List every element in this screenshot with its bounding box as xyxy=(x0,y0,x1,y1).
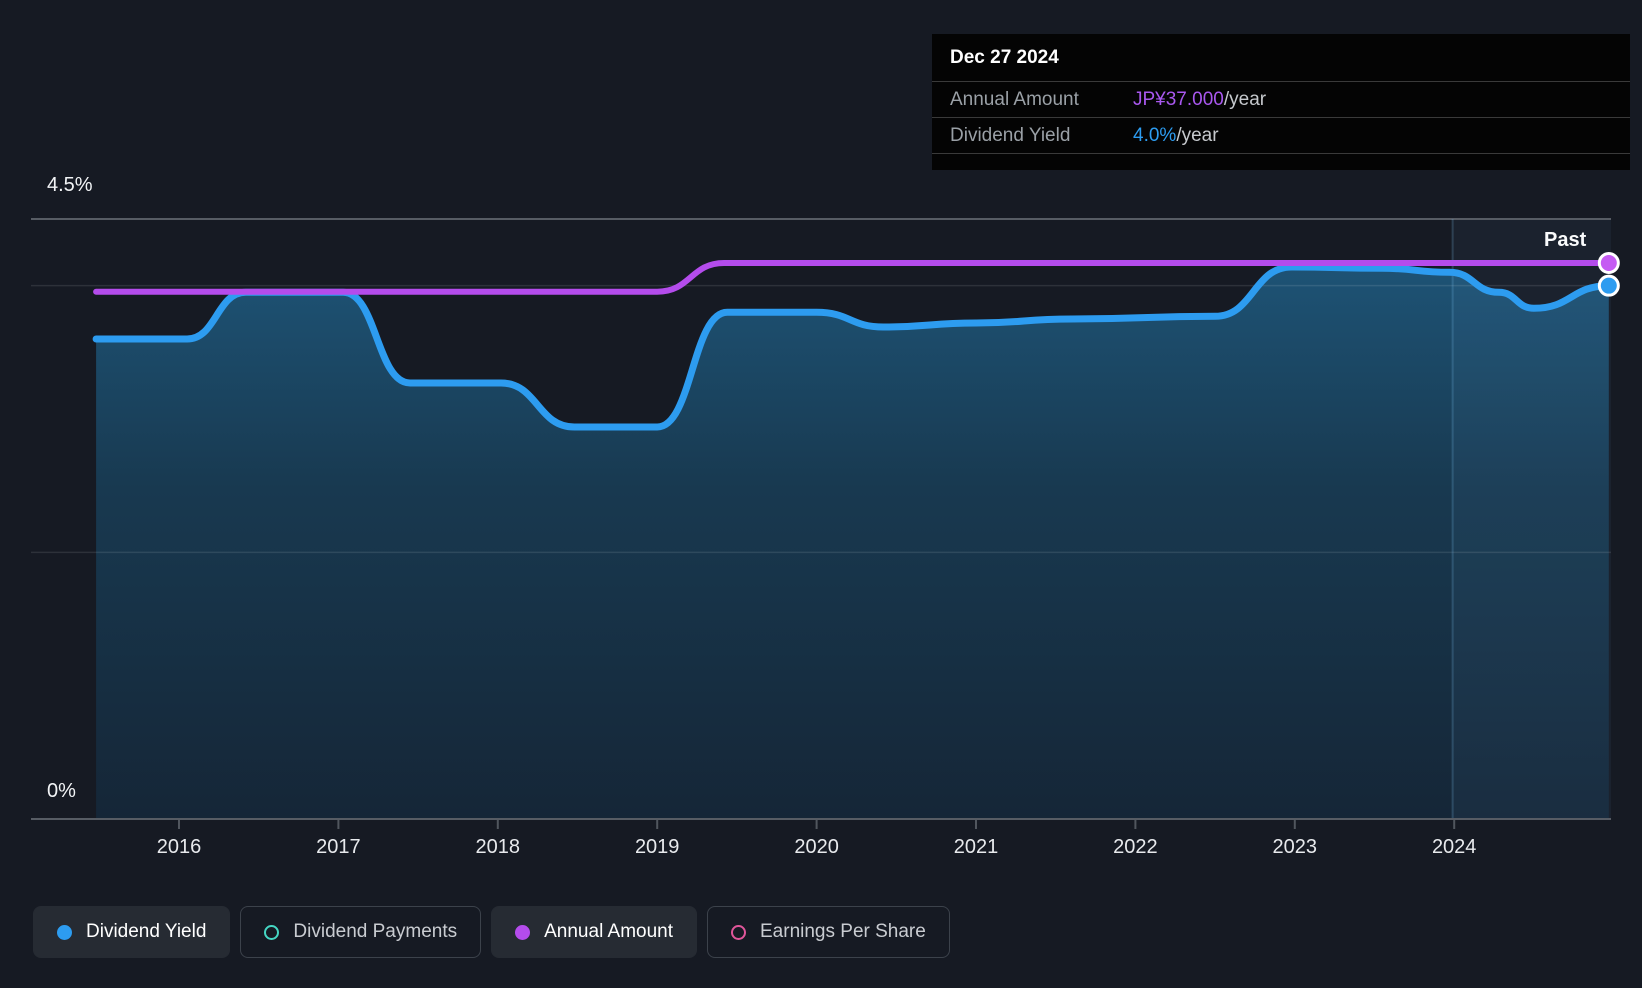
tooltip-row-value: JP¥37.000 xyxy=(1133,88,1224,110)
tooltip-row: Dividend Yield 4.0%/year xyxy=(932,117,1630,154)
earnings-per-share-swatch-icon xyxy=(731,924,746,940)
legend-label: Dividend Payments xyxy=(293,921,458,942)
tooltip-row-suffix: /year xyxy=(1223,88,1267,110)
x-tick-label: 2024 xyxy=(1432,836,1477,858)
legend-dividend-payments-button[interactable]: Dividend Payments xyxy=(240,906,482,958)
past-region-label: Past xyxy=(1544,229,1587,251)
x-tick-label: 2021 xyxy=(954,836,999,858)
tooltip-row-label: Annual Amount xyxy=(950,88,1079,110)
x-tick-label: 2017 xyxy=(316,836,361,858)
x-tick-label: 2023 xyxy=(1273,836,1318,858)
past-region-overlay xyxy=(1452,219,1611,820)
legend-label: Dividend Yield xyxy=(86,921,207,942)
x-tick-label: 2019 xyxy=(635,836,680,858)
chart-legend: Dividend Yield Dividend Payments Annual Am… xyxy=(33,906,950,958)
dividend-yield-area xyxy=(96,267,1609,819)
annual-amount-swatch-icon xyxy=(515,924,531,940)
legend-label: Annual Amount xyxy=(544,921,673,942)
legend-dividend-yield-button[interactable]: Dividend Yield xyxy=(33,906,231,958)
y-axis-bottom-label: 0% xyxy=(47,780,76,802)
x-tick-label: 2018 xyxy=(476,836,521,858)
y-axis-top-label: 4.5% xyxy=(47,174,93,196)
legend-annual-amount-button[interactable]: Annual Amount xyxy=(491,906,697,958)
tooltip-date: Dec 27 2024 xyxy=(950,46,1059,68)
annual-amount-line xyxy=(93,260,1612,295)
x-tick-label: 2016 xyxy=(157,836,202,858)
dividend-yield-swatch-icon xyxy=(57,924,72,940)
x-tick-label: 2020 xyxy=(794,836,839,858)
tooltip-row-value: 4.0% xyxy=(1133,124,1177,146)
tooltip-row-suffix: /year xyxy=(1176,124,1219,146)
tooltip-row-label: Dividend Yield xyxy=(950,124,1071,146)
dividend-yield-line xyxy=(92,263,1613,431)
dividend-payments-swatch-icon xyxy=(264,924,280,940)
x-tick-label: 2022 xyxy=(1113,836,1158,858)
tooltip-row: Annual Amount JP¥37.000/year xyxy=(932,81,1630,117)
legend-earnings-per-share-button[interactable]: Earnings Per Share xyxy=(707,906,950,958)
dividend-yield-endpoint-marker xyxy=(1597,274,1620,297)
legend-label: Earnings Per Share xyxy=(760,921,926,942)
annual-amount-endpoint-marker xyxy=(1597,252,1620,275)
chart-tooltip: Dec 27 2024 Annual Amount JP¥37.000/year D… xyxy=(932,34,1630,170)
